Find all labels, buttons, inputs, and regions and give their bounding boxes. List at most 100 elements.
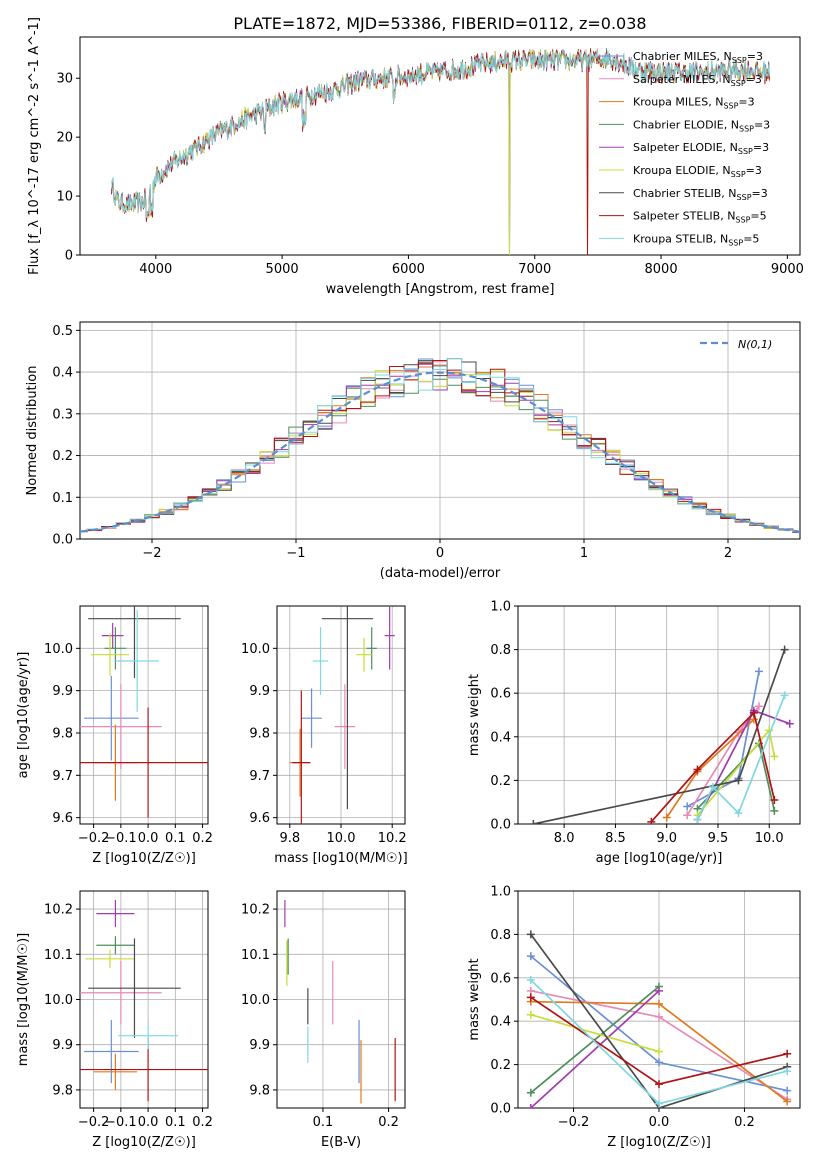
panel-spectrum: 4000 5000 6000 7000 8000 9000 0 10 20 30 wavelengt… bbox=[27, 17, 804, 297]
x-tick-label: 1 bbox=[580, 546, 588, 561]
x-tick-label: 7000 bbox=[518, 262, 551, 277]
x-tick-label: −0.1 bbox=[105, 1115, 137, 1130]
histogram-series bbox=[80, 358, 800, 533]
x-tick-label: 9.0 bbox=[656, 831, 677, 846]
spectrum-series bbox=[111, 48, 770, 219]
y-tick-label: 0.0 bbox=[52, 533, 73, 548]
panel-mass_vs_z: −0.2−0.1 0.0 0.1 0.2 9.8 9.9 10.0 10.1 10.2 Z [lo… bbox=[16, 890, 213, 1150]
weight-line bbox=[530, 933, 788, 1108]
y-axis-label: mass weight bbox=[467, 674, 482, 756]
errorbar-point bbox=[366, 627, 377, 670]
errorbar-point bbox=[96, 936, 135, 955]
errorbar-point bbox=[96, 900, 135, 928]
errorbar-point bbox=[80, 684, 162, 769]
y-tick-label: 10.1 bbox=[241, 948, 270, 963]
y-axis-label: Normed distribution bbox=[25, 366, 40, 496]
plus-marker bbox=[655, 999, 663, 1008]
y-tick-label: 9.8 bbox=[52, 726, 73, 741]
y-tick-label: 9.9 bbox=[52, 1038, 73, 1053]
x-tick-label: 10.0 bbox=[755, 831, 784, 846]
errorbar-point bbox=[356, 637, 372, 672]
errorbar-point bbox=[85, 949, 135, 968]
plus-marker bbox=[785, 719, 794, 728]
y-tick-label: 0.2 bbox=[490, 1058, 511, 1073]
figure-title: PLATE=1872, MJD=53386, FIBERID=0112, z=0… bbox=[233, 14, 646, 33]
y-tick-label: 10 bbox=[56, 190, 73, 205]
gaussian-curve bbox=[80, 371, 800, 533]
plus-marker bbox=[526, 975, 535, 984]
plus-marker bbox=[655, 986, 663, 995]
plus-marker bbox=[526, 930, 535, 939]
y-tick-label: 30 bbox=[56, 72, 73, 87]
y-tick-label: 9.9 bbox=[52, 684, 73, 699]
y-tick-label: 9.7 bbox=[52, 769, 73, 784]
x-axis-label: mass [log10(M/M☉)] bbox=[274, 851, 407, 866]
panel-mass_vs_ebv: 0.1 0.2 9.8 9.9 10.0 10.1 10.2 E(B-V) bbox=[241, 890, 406, 1150]
plus-marker bbox=[529, 820, 538, 824]
errorbar-point bbox=[88, 606, 181, 678]
errorbar-point bbox=[292, 690, 311, 824]
y-tick-label: 0.6 bbox=[490, 687, 511, 702]
plus-marker bbox=[655, 1058, 663, 1067]
x-tick-label: −2 bbox=[142, 546, 161, 561]
x-tick-label: −1 bbox=[286, 546, 305, 561]
errorbar-point bbox=[84, 1019, 139, 1084]
errorbar-point bbox=[334, 684, 356, 769]
y-tick-label: 0.5 bbox=[52, 324, 73, 339]
plus-marker bbox=[754, 702, 763, 711]
y-tick-label: 9.7 bbox=[249, 769, 270, 784]
y-tick-label: 0.8 bbox=[490, 928, 511, 943]
legend-entry: Chabrier ELODIE, NSSP=3 bbox=[633, 118, 770, 133]
y-tick-label: 10.2 bbox=[241, 903, 270, 918]
x-tick-label: 8.0 bbox=[554, 831, 575, 846]
y-tick-label: 10.0 bbox=[44, 642, 73, 657]
plus-marker bbox=[526, 1088, 535, 1097]
y-tick-label: 0.3 bbox=[52, 407, 73, 422]
plus-marker bbox=[683, 811, 692, 820]
x-tick-label: 0.0 bbox=[138, 831, 159, 846]
plus-marker bbox=[734, 809, 743, 818]
errorbar-point bbox=[90, 633, 130, 676]
plus-marker bbox=[708, 782, 717, 791]
y-tick-label: 0.4 bbox=[490, 730, 511, 745]
errorbar-point bbox=[115, 610, 159, 712]
errorbar-point bbox=[80, 707, 208, 818]
y-tick-label: 0.4 bbox=[490, 1015, 511, 1030]
plus-marker bbox=[783, 1067, 792, 1076]
errorbar-point bbox=[321, 606, 373, 810]
y-tick-label: 0.6 bbox=[490, 971, 511, 986]
plus-marker bbox=[526, 952, 535, 961]
x-tick-label: 2 bbox=[724, 546, 732, 561]
y-tick-label: 0.1 bbox=[52, 491, 73, 506]
y-tick-label: 0.0 bbox=[490, 818, 511, 833]
plus-marker bbox=[770, 796, 779, 805]
plus-marker bbox=[662, 813, 671, 822]
y-tick-label: 0.2 bbox=[52, 449, 73, 464]
x-tick-label: 9.5 bbox=[708, 831, 729, 846]
y-tick-label: 0.2 bbox=[490, 774, 511, 789]
axes-frame bbox=[517, 605, 801, 825]
y-tick-label: 9.9 bbox=[249, 1038, 270, 1053]
x-tick-label: 0.1 bbox=[165, 1115, 186, 1130]
x-tick-label: 0.1 bbox=[165, 831, 186, 846]
errorbar-point bbox=[88, 938, 181, 1038]
plus-marker bbox=[526, 1010, 535, 1019]
weight-line bbox=[696, 695, 786, 820]
x-tick-label: 0.0 bbox=[649, 1115, 670, 1130]
x-tick-label: 10.2 bbox=[378, 831, 407, 846]
plus-marker bbox=[783, 1049, 792, 1058]
plus-marker bbox=[526, 1104, 535, 1108]
y-tick-label: 9.6 bbox=[249, 811, 270, 826]
legend-entry: Kroupa MILES, NSSP=3 bbox=[633, 96, 755, 111]
weight-line bbox=[650, 711, 776, 823]
weight-line bbox=[530, 990, 660, 1108]
x-axis-label: E(B-V) bbox=[321, 1135, 361, 1150]
errorbar-point bbox=[384, 606, 395, 670]
plus-marker bbox=[647, 817, 656, 824]
plus-marker bbox=[734, 728, 743, 737]
histogram-step bbox=[80, 358, 800, 533]
plus-marker bbox=[780, 645, 789, 654]
y-axis-label: mass weight bbox=[467, 958, 482, 1040]
plus-marker bbox=[683, 802, 692, 811]
panel-weight_vs_age: 8.0 8.5 9.0 9.5 10.0 0.0 0.2 0.4 0.6 0.8 1.0 age [l… bbox=[467, 600, 801, 866]
